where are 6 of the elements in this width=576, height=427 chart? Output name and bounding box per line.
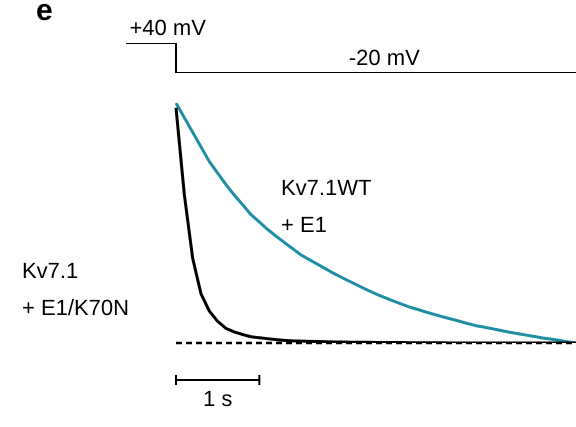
chart-title: e xyxy=(36,0,53,27)
text: Kv7.1 + E1/K70N xyxy=(22,258,130,320)
series-label: Kv7.1WT + E1 xyxy=(281,175,372,237)
data-label: -20 mV xyxy=(348,45,420,70)
text: 1 s xyxy=(202,386,232,411)
data-label: +40 mV xyxy=(129,15,206,40)
